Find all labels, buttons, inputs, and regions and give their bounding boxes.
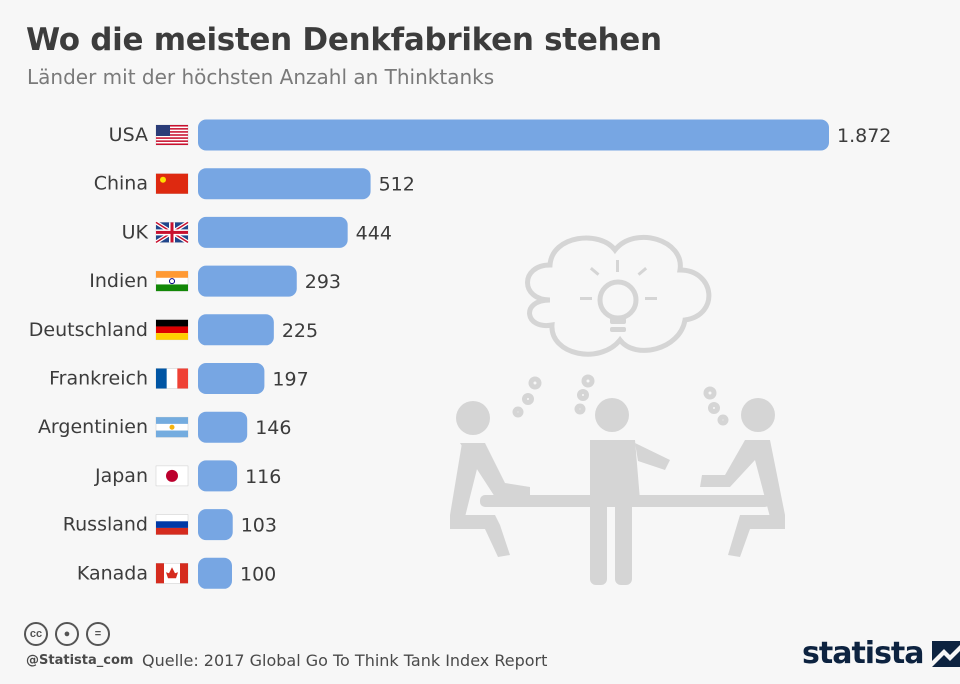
flag-argentinien-icon — [155, 416, 189, 438]
flag-kanada-icon — [155, 563, 189, 584]
cc-icon[interactable]: cc — [24, 622, 48, 646]
category-label: Japan — [94, 465, 148, 487]
nd-icon[interactable]: = — [86, 622, 110, 646]
value-label: 103 — [241, 515, 277, 537]
license-icons: cc ● = — [24, 622, 110, 646]
source-note: Quelle: 2017 Global Go To Think Tank Ind… — [142, 651, 548, 670]
bar-indien — [198, 265, 297, 297]
category-label: USA — [109, 124, 148, 146]
value-label: 100 — [240, 563, 276, 585]
flag-usa-icon — [155, 124, 189, 146]
bar-kanada — [198, 557, 232, 589]
bar-frankreich — [198, 363, 265, 394]
bar-uk — [198, 216, 348, 248]
flag-russland-icon — [155, 514, 189, 535]
by-icon[interactable]: ● — [55, 622, 79, 646]
flag-china-icon — [155, 173, 189, 194]
category-label: Russland — [63, 514, 148, 536]
flag-japan-icon — [155, 465, 189, 487]
flag-indien-icon — [155, 270, 189, 292]
flag-frankreich-icon — [155, 368, 189, 389]
category-label: China — [94, 173, 148, 195]
category-label: Deutschland — [29, 319, 148, 341]
chart-subtitle: Länder mit der höchsten Anzahl an Thinkt… — [27, 65, 495, 89]
bar-chart: USA 1.872 China 512 UK 444 Indien 293 Deutschlan… — [29, 119, 891, 589]
category-label: Indien — [89, 270, 148, 292]
statista-logo-icon — [931, 640, 960, 667]
thought-cloud — [525, 234, 712, 357]
category-label: Kanada — [77, 562, 148, 584]
flag-uk-icon — [154, 220, 190, 245]
bar-usa — [198, 119, 829, 151]
bar-argentinien — [198, 411, 248, 443]
value-label: 444 — [356, 222, 392, 244]
statista-logo[interactable]: statista — [802, 636, 960, 671]
thinking-people-illustration — [450, 234, 785, 585]
category-label: Frankreich — [49, 368, 148, 390]
bar-russland — [198, 509, 233, 541]
value-label: 512 — [379, 174, 415, 196]
value-label: 197 — [272, 369, 308, 391]
value-label: 225 — [282, 320, 318, 342]
bar-china — [198, 168, 371, 200]
category-label: UK — [122, 221, 149, 243]
bar-japan — [198, 460, 238, 492]
value-label: 116 — [245, 466, 281, 488]
value-label: 146 — [255, 417, 291, 439]
value-label: 1.872 — [837, 125, 891, 147]
bar-deutschland — [198, 314, 274, 346]
logo-text: statista — [802, 636, 925, 671]
value-label: 293 — [305, 271, 341, 293]
flag-deutschland-icon — [155, 319, 189, 341]
chart-title: Wo die meisten Denkfabriken stehen — [26, 22, 662, 58]
category-label: Argentinien — [38, 416, 148, 438]
statista-handle[interactable]: @Statista_com — [26, 653, 134, 668]
